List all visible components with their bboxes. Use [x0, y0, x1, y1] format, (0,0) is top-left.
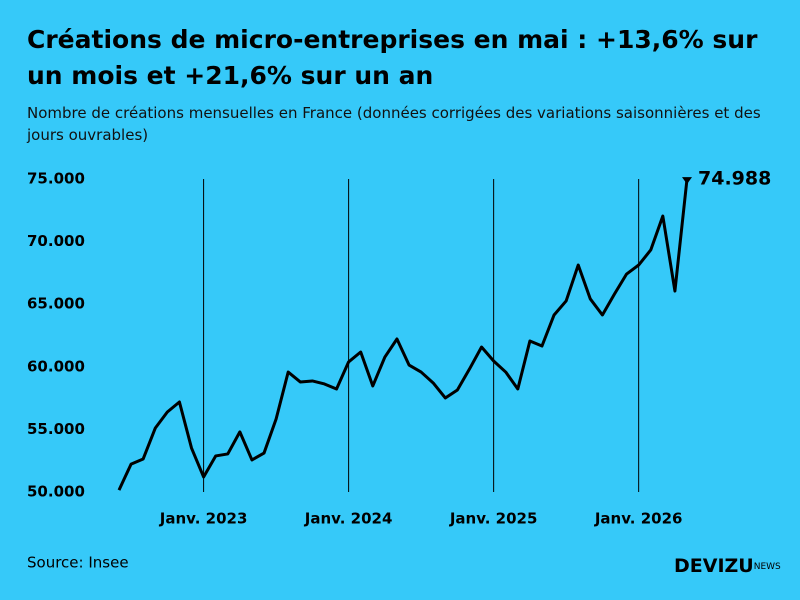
brand-name: DEVIZU	[674, 555, 754, 577]
value-label: 74.988	[698, 168, 771, 190]
x-tick-label: Janv. 2023	[159, 510, 248, 528]
x-tick-label: Janv. 2026	[594, 510, 683, 528]
source: Source: Insee	[27, 554, 129, 572]
marker	[682, 177, 692, 185]
line	[117, 178, 689, 491]
y-tick-label: 70.000	[27, 232, 85, 250]
y-tick-label: 65.000	[27, 295, 85, 313]
y-tick-label: 75.000	[27, 170, 85, 188]
chart-subtitle: Nombre de créations mensuelles en France…	[27, 104, 761, 144]
y-tick-label: 50.000	[27, 483, 85, 501]
brand: DEVIZUNEWS	[674, 555, 781, 577]
x-tick-label: Janv. 2024	[304, 510, 393, 528]
chart-title: Créations de micro-entreprises en mai : …	[27, 25, 758, 90]
x-tick-label: Janv. 2025	[449, 510, 538, 528]
y-tick-label: 55.000	[27, 420, 85, 438]
brand-suffix: NEWS	[754, 562, 781, 572]
y-tick-label: 60.000	[27, 357, 85, 375]
